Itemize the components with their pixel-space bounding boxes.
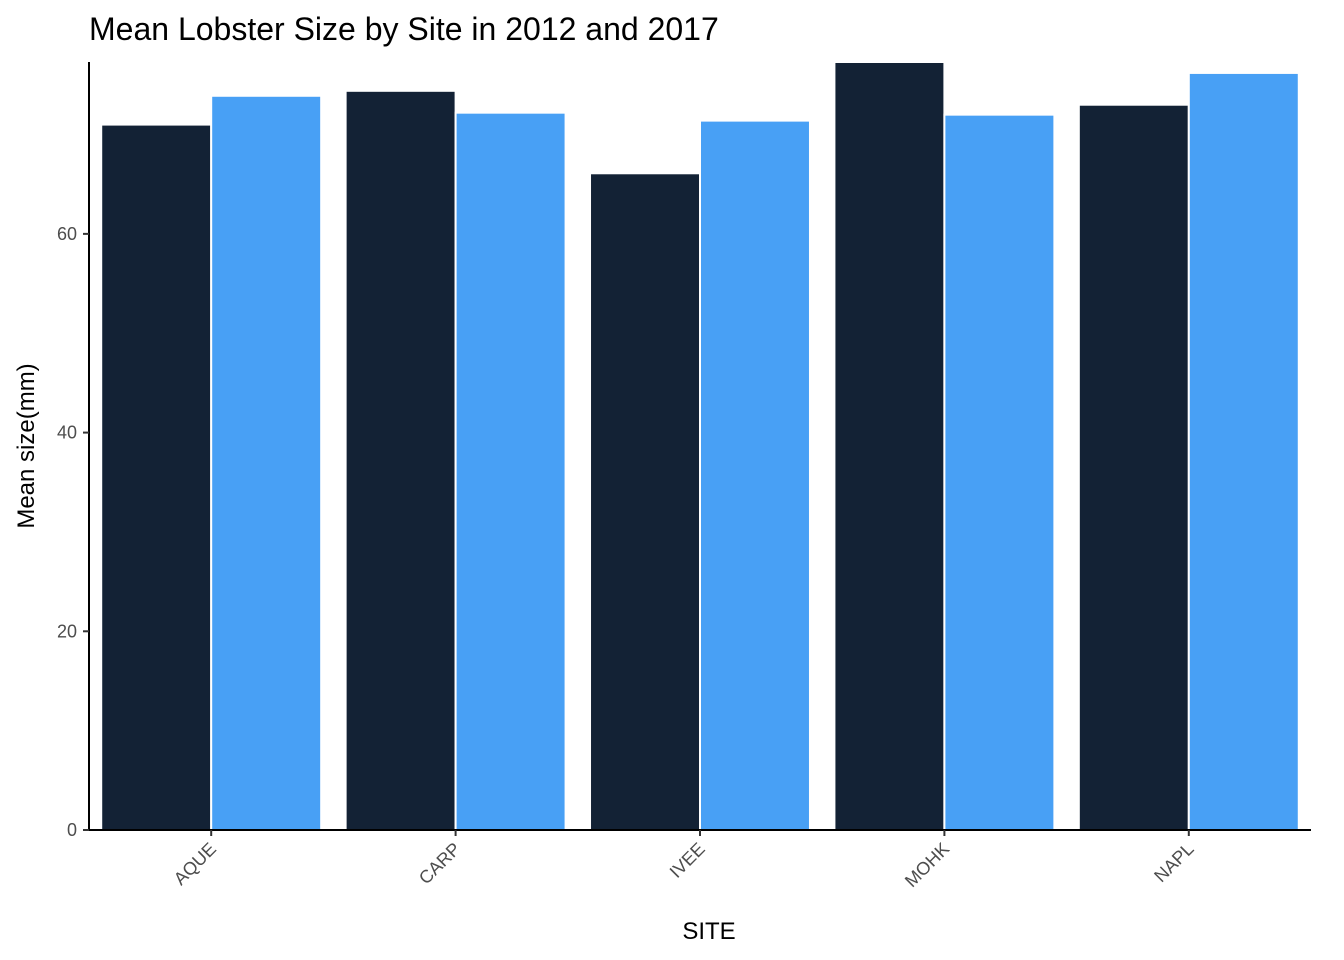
x-axis-title: SITE: [682, 918, 735, 945]
x-tick-label-carp: CARP: [415, 839, 465, 889]
bar-ivee-2: [699, 119, 811, 832]
bar-mohk-2: [943, 113, 1056, 832]
bar-aque-1: [100, 123, 213, 831]
x-tick-label-napl: NAPL: [1150, 839, 1197, 886]
x-axis: AQUE CARP IVEE MOHK NAPL: [89, 829, 1311, 891]
y-axis-title: Mean size(mm): [13, 363, 40, 528]
x-tick-label-aque: AQUE: [170, 839, 220, 889]
x-tick-label-ivee: IVEE: [666, 839, 709, 882]
bar-napl-2: [1187, 71, 1300, 832]
bar-carp-1: [344, 89, 457, 831]
chart-title: Mean Lobster Size by Site in 2012 and 20…: [89, 11, 719, 47]
bar-ivee-1: [589, 172, 702, 831]
x-tick-label-mohk: MOHK: [901, 839, 953, 891]
bar-mohk-1: [833, 61, 946, 831]
bars-group: [100, 61, 1300, 832]
y-tick-label: 20: [57, 621, 77, 641]
y-tick-label: 0: [67, 820, 77, 840]
y-tick-label: 60: [57, 224, 77, 244]
y-axis: 0 20 40 60: [57, 62, 90, 840]
bar-aque-2: [210, 94, 323, 831]
y-tick-label: 40: [57, 423, 77, 443]
bar-napl-1: [1077, 103, 1190, 832]
bar-carp-2: [454, 111, 567, 832]
